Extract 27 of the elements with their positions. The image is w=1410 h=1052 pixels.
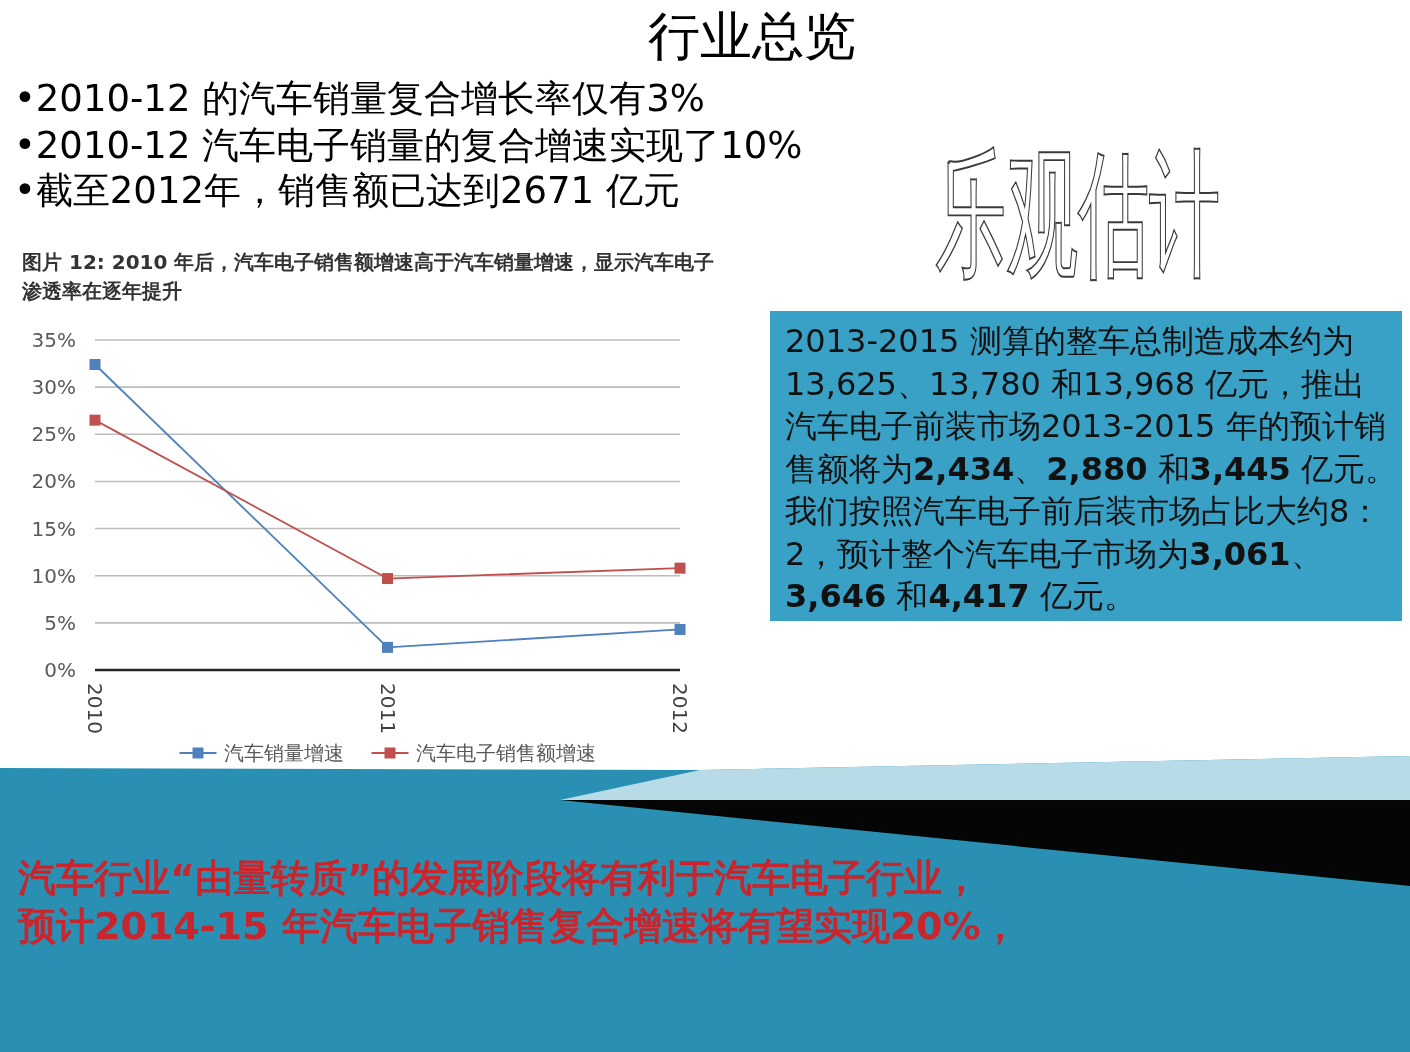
point <box>382 641 393 653</box>
text: •2010-12 的汽车销量复合增长率仅有3% <box>14 77 705 120</box>
legend-label: 汽车电子销售额增速 <box>415 741 596 765</box>
point <box>89 414 101 426</box>
point <box>674 623 686 635</box>
point <box>89 359 101 371</box>
text: 乐观估计 <box>935 133 1221 295</box>
y-tick-label: 5% <box>44 610 76 635</box>
text: 汽车行业“由量转质”的发展阶段将有利于汽车电子行业， <box>17 856 980 900</box>
point <box>382 573 393 585</box>
x-tick-label: 2012 <box>668 683 692 734</box>
x-tick-label: 2011 <box>375 683 400 734</box>
y-tick-label: 30% <box>31 375 76 400</box>
text: •截至2012年，销售额已达到2671 亿元 <box>14 169 680 212</box>
chart-title: 行业总览 <box>648 6 856 66</box>
y-tick-label: 20% <box>31 469 76 494</box>
text: •2010-12 汽车电子销量的复合增速实现了10% <box>14 124 803 167</box>
y-tick-label: 25% <box>31 422 76 447</box>
point <box>674 562 686 574</box>
text: 预计2014-15 年汽车电子销售复合增速将有望实现20%， <box>17 904 1019 948</box>
x-tick-label: 2010 <box>83 683 107 734</box>
legend-label: 汽车销量增速 <box>223 741 344 765</box>
y-tick-label: 15% <box>31 516 76 541</box>
y-tick-label: 10% <box>31 563 76 588</box>
y-tick-label: 35% <box>31 328 76 352</box>
chart-subtitle: 图片 12: 2010 年后，汽车电子销售额增速高于汽车销量增速，显示汽车电子渗透率在逐年提升 <box>21 250 715 303</box>
y-tick-label: 0% <box>44 658 76 682</box>
